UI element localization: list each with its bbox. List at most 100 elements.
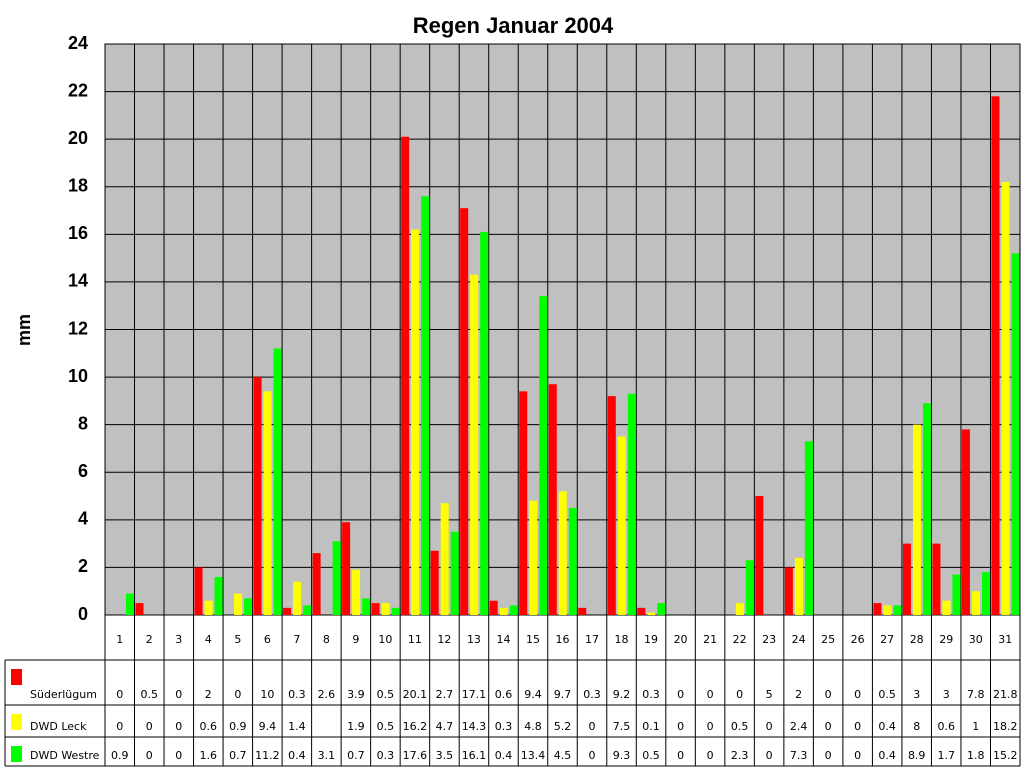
- bar: [578, 607, 587, 615]
- x-tick-label: 8: [323, 633, 330, 646]
- table-value: 0.7: [347, 749, 365, 762]
- table-value: 9.4: [259, 720, 277, 733]
- table-value: 2.3: [731, 749, 749, 762]
- table-value: 3: [943, 688, 950, 701]
- table-value: 4.7: [436, 720, 454, 733]
- x-tick-label: 31: [998, 633, 1012, 646]
- table-value: 4.8: [524, 720, 542, 733]
- table-value: 0.7: [229, 749, 247, 762]
- bar: [499, 607, 508, 615]
- bar: [381, 603, 390, 615]
- bar: [922, 403, 931, 615]
- x-tick-label: 10: [378, 633, 392, 646]
- table-value: 11.2: [255, 749, 280, 762]
- x-tick-label: 9: [352, 633, 359, 646]
- table-value: 8: [913, 720, 920, 733]
- bar: [362, 598, 371, 615]
- x-tick-label: 15: [526, 633, 540, 646]
- y-tick-label: 16: [68, 223, 88, 243]
- bar: [607, 396, 616, 615]
- table-value: 0: [175, 720, 182, 733]
- x-tick-label: 11: [408, 633, 422, 646]
- table-value: 0: [736, 688, 743, 701]
- bar: [332, 541, 341, 615]
- x-tick-label: 29: [939, 633, 953, 646]
- bar: [558, 491, 567, 615]
- table-value: 0.5: [377, 720, 395, 733]
- bar: [991, 96, 1000, 615]
- bar: [942, 600, 951, 615]
- table-value: 0: [175, 749, 182, 762]
- x-tick-label: 13: [467, 633, 481, 646]
- table-value: 0: [825, 720, 832, 733]
- bar: [1011, 253, 1020, 615]
- table-value: 2.7: [436, 688, 454, 701]
- legend-label: Süderlügum: [30, 688, 97, 701]
- table-value: 0: [707, 720, 714, 733]
- table-value: 0: [589, 749, 596, 762]
- y-tick-label: 0: [78, 604, 88, 624]
- bar: [784, 567, 793, 615]
- table-value: 9.3: [613, 749, 631, 762]
- table-value: 2.6: [318, 688, 336, 701]
- table-value: 0: [766, 720, 773, 733]
- table-value: 18.2: [993, 720, 1018, 733]
- table-value: 4.5: [554, 749, 572, 762]
- x-tick-label: 14: [496, 633, 510, 646]
- table-value: 0.3: [377, 749, 395, 762]
- bar: [253, 377, 262, 615]
- bar: [745, 560, 754, 615]
- table-value: 1.8: [967, 749, 985, 762]
- bar: [548, 384, 557, 615]
- x-tick-label: 7: [293, 633, 300, 646]
- bar: [411, 229, 420, 615]
- x-tick-label: 17: [585, 633, 599, 646]
- table-value: 9.7: [554, 688, 572, 701]
- table-value: 0: [116, 720, 123, 733]
- bar: [657, 603, 666, 615]
- table-value: 20.1: [403, 688, 428, 701]
- table-value: 1.6: [200, 749, 218, 762]
- x-tick-label: 21: [703, 633, 717, 646]
- table-value: 1: [972, 720, 979, 733]
- bar: [293, 581, 302, 615]
- bar: [244, 598, 253, 615]
- x-tick-label: 16: [556, 633, 570, 646]
- bar: [794, 557, 803, 615]
- table-value: 0.6: [495, 688, 513, 701]
- table-value: 0.5: [141, 688, 159, 701]
- x-tick-label: 2: [146, 633, 153, 646]
- bar: [912, 424, 921, 615]
- bar: [283, 607, 292, 615]
- bar: [126, 593, 134, 615]
- table-value: 0: [825, 749, 832, 762]
- x-tick-label: 18: [615, 633, 629, 646]
- table-value: 17.6: [403, 749, 428, 762]
- bar: [440, 503, 449, 615]
- table-value: 7.8: [967, 688, 985, 701]
- table-value: 16.1: [462, 749, 487, 762]
- y-tick-label: 18: [68, 176, 88, 196]
- table-value: 0.3: [642, 688, 660, 701]
- bar: [647, 612, 656, 615]
- table-value: 7.3: [790, 749, 808, 762]
- x-tick-label: 24: [792, 633, 806, 646]
- table-value: 0: [707, 688, 714, 701]
- table-value: 10: [260, 688, 274, 701]
- legend-swatch: [11, 669, 22, 685]
- table-value: 2.4: [790, 720, 808, 733]
- bar: [470, 274, 479, 615]
- bar: [460, 208, 469, 615]
- x-tick-label: 28: [910, 633, 924, 646]
- x-tick-label: 12: [437, 633, 451, 646]
- bar: [735, 603, 744, 615]
- y-tick-label: 22: [68, 80, 88, 100]
- bar: [371, 603, 380, 615]
- bar: [430, 550, 439, 615]
- table-value: 9.4: [524, 688, 542, 701]
- bar: [932, 543, 941, 615]
- table-value: 0.4: [878, 720, 896, 733]
- x-tick-label: 27: [880, 633, 894, 646]
- bar: [755, 496, 764, 615]
